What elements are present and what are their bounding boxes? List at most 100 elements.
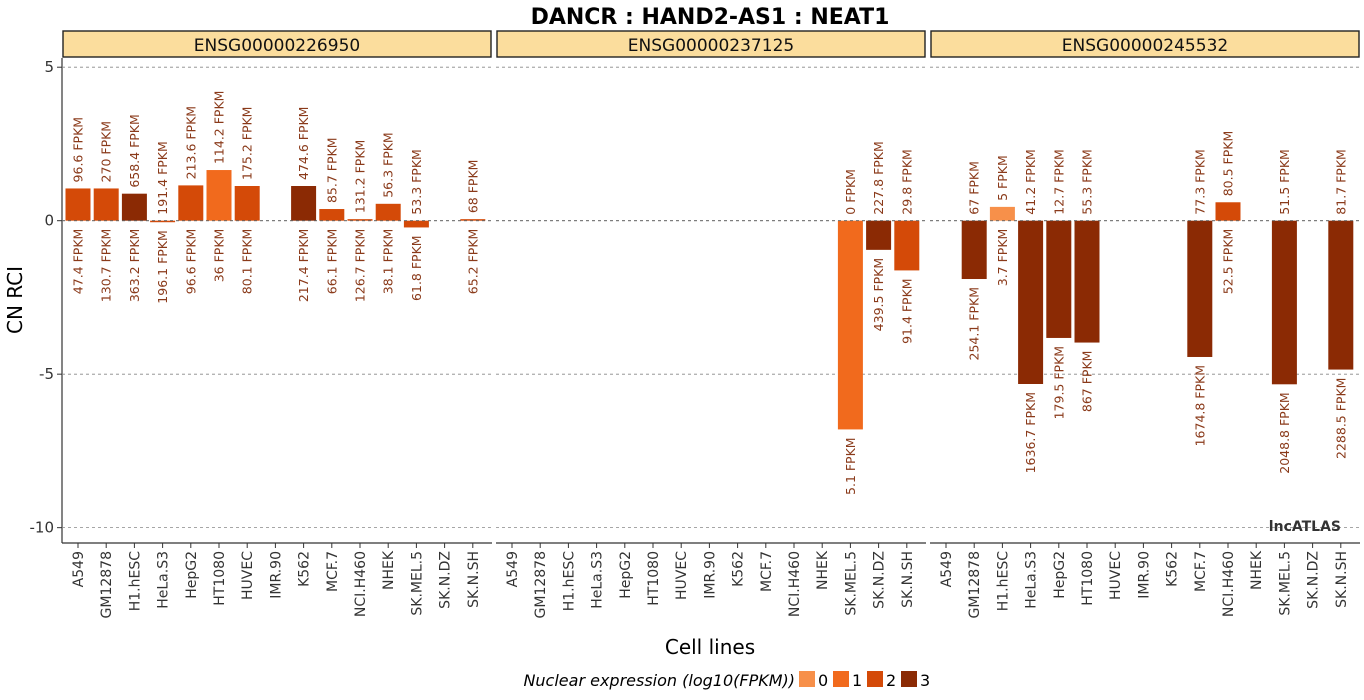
bar-label-top: 77.3 FPKM: [1192, 149, 1207, 215]
bar: [375, 203, 401, 221]
bar-label-bottom: 2288.5 FPKM: [1333, 378, 1348, 459]
bar-label-top: 56.3 FPKM: [381, 132, 396, 198]
panel-strip-label: ENSG00000237125: [628, 36, 794, 56]
bar-label-bottom: 96.6 FPKM: [183, 229, 198, 295]
bar-label-bottom: 80.1 FPKM: [240, 229, 255, 295]
x-tick-label: HT1080: [646, 551, 662, 606]
bar-label-top: 80.5 FPKM: [1221, 131, 1236, 197]
bar: [1271, 220, 1297, 385]
bar-label-top: 658.4 FPKM: [127, 114, 142, 187]
bar: [1215, 202, 1241, 221]
x-tick-label: HUVEC: [674, 551, 690, 600]
x-tick-label: A549: [939, 551, 955, 587]
legend-swatch: [901, 671, 917, 687]
x-tick-label: GM12878: [967, 551, 983, 618]
x-tick-label: SK.N.DZ: [1306, 551, 1322, 609]
x-axis-label: Cell lines: [665, 635, 755, 659]
x-tick-label: H1.hESC: [995, 551, 1011, 611]
bar: [178, 185, 204, 221]
x-tick-label: IMR.90: [268, 551, 284, 599]
x-tick-label: HepG2: [1052, 551, 1068, 599]
legend-swatch: [867, 671, 883, 687]
y-axis: 5 0 -5 -10: [30, 58, 63, 543]
y-tick-label: 0: [44, 212, 54, 230]
x-tick-label: SK.N.SH: [1334, 551, 1350, 608]
x-tick-label: GM12878: [533, 551, 549, 618]
bar: [1046, 220, 1072, 338]
bar-label-top: 213.6 FPKM: [183, 106, 198, 179]
bar-label-top: 51.5 FPKM: [1277, 149, 1292, 215]
x-tick-label: NHEK: [381, 550, 397, 590]
legend-label: 2: [886, 671, 896, 690]
bar-label-top: 227.8 FPKM: [871, 141, 886, 214]
watermark: lncATLAS: [1269, 519, 1341, 535]
bar: [319, 209, 345, 221]
x-tick-label: NHEK: [815, 550, 831, 590]
x-tick-label: K562: [297, 551, 313, 587]
x-tick-label: HT1080: [1080, 551, 1096, 606]
bar-label-top: 96.6 FPKM: [71, 117, 86, 183]
x-tick-label: SK.MEL.5: [1277, 551, 1293, 616]
bar-label-top: 53.3 FPKM: [409, 149, 424, 215]
x-tick-label: IMR.90: [702, 551, 718, 599]
bar: [894, 220, 920, 271]
bar: [403, 220, 429, 228]
x-tick-label: SK.MEL.5: [843, 551, 859, 616]
bar-label-bottom: 254.1 FPKM: [967, 287, 982, 360]
y-tick-label: -5: [39, 365, 54, 383]
x-tick-label: HepG2: [184, 551, 200, 599]
x-tick-label: MCF.7: [1193, 551, 1209, 592]
x-tick-label: H1.hESC: [127, 551, 143, 611]
bar: [866, 220, 892, 250]
bar: [1187, 220, 1213, 357]
bar-label-top: 131.2 FPKM: [353, 140, 368, 213]
x-tick-label: NCI.H460: [787, 551, 803, 617]
bar: [206, 170, 232, 221]
bar-label-bottom: 2048.8 FPKM: [1277, 392, 1292, 473]
x-tick-label: IMR.90: [1136, 551, 1152, 599]
x-tick-label: SK.N.DZ: [872, 551, 888, 609]
bar: [150, 220, 176, 223]
bar-label-bottom: 439.5 FPKM: [871, 258, 886, 331]
x-tick-label: HepG2: [618, 551, 634, 599]
bar-label-bottom: 1636.7 FPKM: [1023, 392, 1038, 473]
bar-label-bottom: 66.1 FPKM: [324, 229, 339, 295]
legend-label: 3: [920, 671, 930, 690]
bar-label-bottom: 217.4 FPKM: [296, 229, 311, 302]
legend-title: Nuclear expression (log10(FPKM)): [523, 671, 795, 690]
bar-label-top: 175.2 FPKM: [240, 107, 255, 180]
bar-label-bottom: 52.5 FPKM: [1221, 229, 1236, 295]
x-tick-label: SK.MEL.5: [409, 551, 425, 616]
x-tick-label: HT1080: [212, 551, 228, 606]
legend-swatch: [833, 671, 849, 687]
x-tick-label: HeLa.S3: [156, 551, 172, 609]
x-tick-label: K562: [731, 551, 747, 587]
bar: [1074, 220, 1100, 343]
bar-label-top: 41.2 FPKM: [1023, 149, 1038, 215]
legend-items: 0 1 2 3: [799, 671, 930, 690]
panel: ENSG00000237125 A549 GM12878 H1.hESC HeLa.S3…: [496, 30, 926, 618]
bar: [347, 219, 373, 221]
bar: [1018, 220, 1044, 384]
bar: [121, 193, 147, 221]
bar-label-bottom: 47.4 FPKM: [71, 229, 86, 295]
bar-label-bottom: 363.2 FPKM: [127, 229, 142, 302]
panels: ENSG00000226950 A549 GM12878 H1.hESC HeLa.S3…: [62, 30, 1360, 618]
bar-label-bottom: 38.1 FPKM: [381, 229, 396, 295]
x-tick-label: A549: [505, 551, 521, 587]
bar: [1328, 220, 1354, 370]
bar-label-top: 85.7 FPKM: [324, 138, 339, 204]
x-tick-label: HUVEC: [1108, 551, 1124, 600]
bar: [65, 188, 91, 221]
bar-label-top: 0 FPKM: [843, 169, 858, 215]
bar-label-top: 55.3 FPKM: [1080, 149, 1095, 215]
bar: [989, 206, 1015, 221]
bar-label-top: 29.8 FPKM: [899, 149, 914, 215]
panel: ENSG00000226950 A549 GM12878 H1.hESC HeLa.S3…: [62, 30, 492, 618]
x-tick-label: SK.N.SH: [900, 551, 916, 608]
bar-label-bottom: 179.5 FPKM: [1051, 346, 1066, 419]
x-tick-label: H1.hESC: [561, 551, 577, 611]
bar: [291, 186, 317, 221]
y-tick-label: 5: [44, 58, 54, 76]
